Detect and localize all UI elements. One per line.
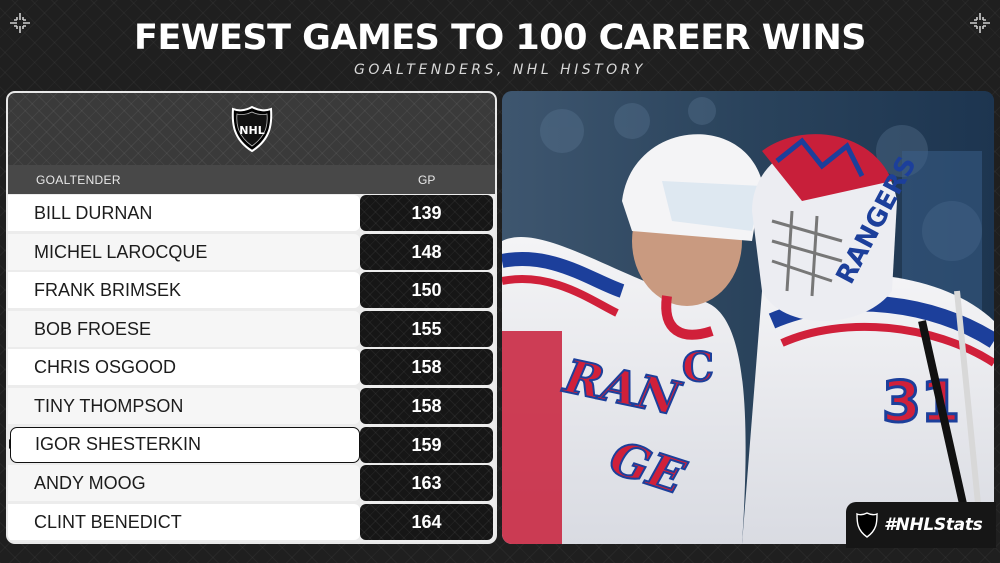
table-row: MICHEL LAROCQUE 148 bbox=[8, 233, 495, 272]
nhl-shield-logo: NHL bbox=[231, 105, 272, 153]
goaltender-name: FRANK BRIMSEK bbox=[8, 272, 360, 309]
table-row: CLINT BENEDICT 164 bbox=[8, 503, 495, 542]
goaltender-name: BOB FROESE bbox=[8, 310, 360, 347]
goaltender-name: CLINT BENEDICT bbox=[8, 503, 360, 540]
games-played-value: 159 bbox=[360, 426, 493, 463]
table-row: CHRIS OSGOOD 158 bbox=[8, 348, 495, 387]
table-row: ANDY MOOG 163 bbox=[8, 464, 495, 503]
page-subtitle: GOALTENDERS, NHL HISTORY bbox=[354, 62, 646, 78]
table-row: BOB FROESE 155 bbox=[8, 310, 495, 349]
table-row: BILL DURNAN 139 bbox=[8, 194, 495, 233]
games-played-value: 158 bbox=[360, 349, 493, 386]
column-header-row: GOALTENDER GP bbox=[8, 165, 495, 194]
svg-text:NHL: NHL bbox=[239, 124, 264, 137]
hashtag-badge: #NHLStats bbox=[846, 502, 996, 548]
goaltender-name: CHRIS OSGOOD bbox=[8, 349, 360, 386]
games-played-value: 163 bbox=[360, 465, 493, 502]
nhl-shield-icon bbox=[856, 512, 878, 538]
column-header-goaltender: GOALTENDER bbox=[36, 173, 121, 187]
games-played-value: 139 bbox=[360, 195, 493, 231]
stats-table: NHL GOALTENDER GP BILL DURNAN 139 MICHEL L… bbox=[6, 91, 497, 544]
games-played-value: 155 bbox=[360, 310, 493, 347]
page-title: FEWEST GAMES TO 100 CAREER WINS bbox=[134, 18, 866, 58]
games-played-value: 148 bbox=[360, 233, 493, 270]
photo-illustration: RAN GE C 31 RANGERS bbox=[502, 91, 994, 544]
goaltender-name: IGOR SHESTERKIN bbox=[10, 426, 360, 463]
hashtag-text: #NHLStats bbox=[884, 515, 983, 535]
goaltender-name: MICHEL LAROCQUE bbox=[8, 233, 360, 270]
games-played-value: 158 bbox=[360, 387, 493, 424]
corner-ornament-right bbox=[969, 12, 991, 34]
table-body: BILL DURNAN 139 MICHEL LAROCQUE 148 FRANK BR… bbox=[8, 194, 495, 541]
svg-text:C: C bbox=[682, 344, 714, 391]
table-header-banner: NHL bbox=[8, 93, 495, 165]
table-row: IGOR SHESTERKIN 159 bbox=[8, 426, 495, 465]
goaltender-name: BILL DURNAN bbox=[8, 195, 360, 231]
goaltender-name: TINY THOMPSON bbox=[8, 387, 360, 424]
games-played-value: 150 bbox=[360, 272, 493, 309]
column-header-gp: GP bbox=[418, 173, 436, 187]
table-row: TINY THOMPSON 158 bbox=[8, 387, 495, 426]
rangers-players-photo: RAN GE C 31 RANGERS bbox=[502, 91, 994, 544]
corner-ornament-left bbox=[9, 12, 31, 34]
table-row: FRANK BRIMSEK 150 bbox=[8, 271, 495, 310]
games-played-value: 164 bbox=[360, 503, 493, 540]
goaltender-name: ANDY MOOG bbox=[8, 465, 360, 502]
